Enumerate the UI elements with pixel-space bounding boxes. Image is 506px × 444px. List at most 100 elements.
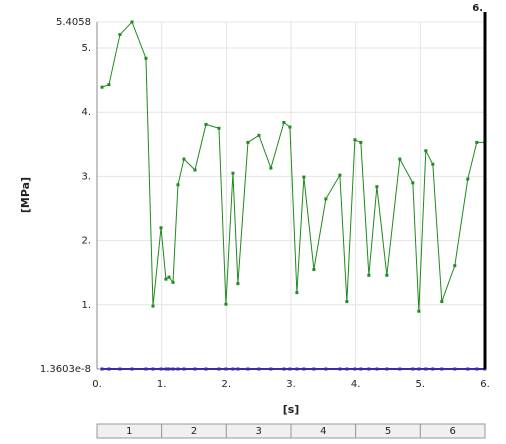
- point: [324, 367, 328, 371]
- point: [164, 367, 168, 371]
- point: [130, 367, 134, 371]
- point: [167, 367, 171, 371]
- y-tick-label: 5.: [81, 43, 91, 54]
- point: [440, 300, 444, 304]
- point: [182, 157, 186, 161]
- x-tick-label: 1.: [157, 379, 167, 390]
- point: [151, 367, 155, 371]
- point: [453, 264, 457, 268]
- point: [359, 140, 363, 144]
- point: [324, 197, 328, 201]
- point: [411, 367, 415, 371]
- x-tick-label: 3.: [286, 379, 296, 390]
- point: [246, 367, 250, 371]
- x-tick-label: 6.: [480, 379, 490, 390]
- x-tick-label: 2.: [222, 379, 232, 390]
- y-tick-label: 1.3603e-8: [40, 364, 91, 375]
- step-label: 2: [191, 426, 197, 437]
- step-label: 1: [126, 426, 132, 437]
- point: [375, 367, 379, 371]
- point: [424, 149, 428, 153]
- series-line: [101, 21, 485, 312]
- point: [176, 367, 180, 371]
- point: [193, 168, 197, 172]
- point: [224, 302, 228, 306]
- point: [107, 83, 111, 87]
- step-label: 5: [385, 426, 391, 437]
- point: [417, 309, 421, 313]
- point: [236, 282, 240, 286]
- x-axis-label: [s]: [283, 403, 300, 416]
- point: [385, 367, 389, 371]
- point: [385, 273, 389, 277]
- point: [118, 33, 122, 37]
- y-tick-label: 1.: [81, 300, 91, 311]
- point: [204, 367, 208, 371]
- point: [288, 367, 292, 371]
- point: [269, 367, 273, 371]
- point: [164, 277, 168, 281]
- point: [312, 268, 316, 272]
- x-tick-label: 4.: [351, 379, 361, 390]
- point: [144, 367, 148, 371]
- step-label: 3: [255, 426, 261, 437]
- point: [295, 291, 299, 295]
- point: [312, 367, 316, 371]
- point: [193, 367, 197, 371]
- point: [236, 367, 240, 371]
- step-label: 4: [320, 426, 326, 437]
- point: [257, 133, 261, 137]
- point: [171, 367, 175, 371]
- point: [338, 173, 342, 177]
- point: [224, 367, 228, 371]
- point: [353, 367, 357, 371]
- point: [182, 367, 186, 371]
- y-tick-label: 5.4058: [56, 17, 91, 28]
- point: [295, 367, 299, 371]
- point: [375, 185, 379, 189]
- step-cell[interactable]: [419, 423, 486, 439]
- y-tick-label: 3.: [81, 171, 91, 182]
- y-tick-label: 4.: [81, 107, 91, 118]
- point: [100, 85, 104, 89]
- point: [288, 125, 292, 129]
- point: [257, 367, 261, 371]
- x-tick-label: 0.: [92, 379, 102, 390]
- point: [398, 157, 402, 161]
- point: [171, 280, 175, 284]
- point: [359, 367, 363, 371]
- point: [466, 367, 470, 371]
- point: [231, 367, 235, 371]
- cursor-label: 6.: [472, 3, 483, 14]
- point: [302, 367, 306, 371]
- point: [431, 162, 435, 166]
- point: [204, 122, 208, 126]
- point: [424, 367, 428, 371]
- point: [282, 121, 286, 125]
- y-tick-label: 2.: [81, 236, 91, 247]
- point: [398, 367, 402, 371]
- point: [345, 367, 349, 371]
- point: [269, 166, 273, 170]
- point: [411, 181, 415, 185]
- step-label: 6: [449, 426, 455, 437]
- point: [217, 367, 221, 371]
- point: [453, 367, 457, 371]
- y-axis-label: [MPa]: [19, 177, 32, 213]
- point: [159, 226, 163, 230]
- point: [246, 140, 250, 144]
- point: [144, 56, 148, 60]
- point: [353, 138, 357, 142]
- point: [466, 177, 470, 181]
- point: [231, 171, 235, 175]
- point: [367, 367, 371, 371]
- point: [345, 300, 349, 304]
- point: [431, 367, 435, 371]
- point: [475, 140, 479, 144]
- point: [100, 367, 104, 371]
- point: [440, 367, 444, 371]
- point: [176, 183, 180, 187]
- point: [302, 175, 306, 179]
- point: [167, 275, 171, 279]
